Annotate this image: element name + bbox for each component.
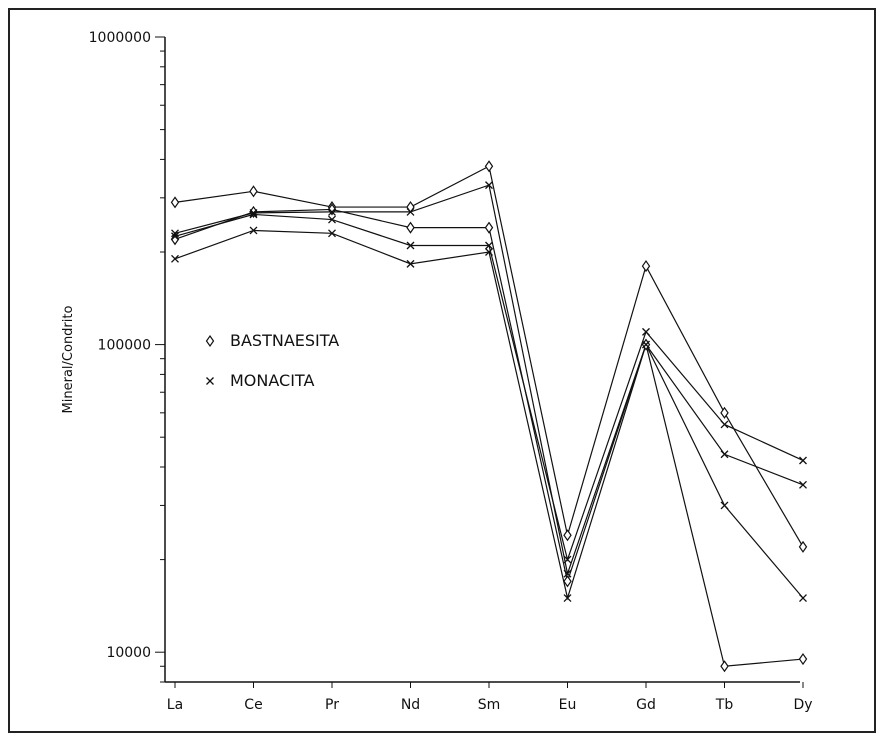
legend-x-icon [206, 377, 214, 385]
legend-label: BASTNAESITA [230, 331, 339, 350]
series-line-3 [174, 229, 804, 601]
x-tick-label: Tb [715, 697, 734, 713]
x-point [171, 254, 179, 263]
x-point [406, 207, 415, 216]
x-point [249, 210, 258, 219]
diamond-point [484, 221, 494, 234]
x-point [485, 241, 493, 250]
chart-svg: 10000 100000 1000000 La Ce Pr Nd Sm Eu Gd Tb Dy BA… [61, 30, 813, 713]
x-tick-label: Eu [559, 697, 577, 713]
x-point [406, 241, 415, 250]
y-ticks: 10000 100000 1000000 [89, 30, 165, 683]
diamond-point [170, 233, 180, 246]
x-point [563, 555, 572, 564]
series-markers [170, 160, 808, 673]
diamond-point [798, 652, 808, 666]
diamond-point [249, 185, 258, 198]
diamond-point [406, 221, 415, 234]
diamond-point [484, 160, 494, 173]
x-point [563, 569, 572, 578]
axes [164, 37, 800, 683]
x-point [249, 226, 258, 235]
x-point [485, 181, 493, 190]
x-point [799, 480, 807, 489]
x-tick-label: Sm [478, 697, 501, 713]
x-point [406, 259, 415, 268]
x-point [485, 248, 493, 256]
diamond-point [720, 660, 729, 673]
diamond-point [563, 529, 572, 542]
x-point [171, 232, 179, 241]
x-point [720, 450, 729, 459]
x-point [249, 208, 258, 217]
x-tick-label: Ce [244, 697, 262, 713]
legend-label: MONACITA [230, 371, 314, 390]
legend-diamond-icon [205, 334, 215, 348]
x-ticks: La Ce Pr Nd Sm Eu Gd Tb Dy [167, 682, 813, 713]
diamond-point [170, 196, 180, 209]
x-tick-label: Dy [793, 697, 812, 713]
diamond-point [327, 203, 337, 216]
y-tick-label: 1000000 [89, 30, 151, 46]
x-point [799, 594, 807, 602]
diamond-point [798, 540, 808, 553]
x-point [171, 229, 179, 238]
x-point [799, 456, 807, 465]
diamond-point [641, 260, 651, 273]
x-point [328, 229, 336, 238]
x-point [328, 207, 336, 216]
chart-frame: 10000 100000 1000000 La Ce Pr Nd Sm Eu Gd Tb Dy BA… [8, 8, 876, 733]
diamond-point [563, 575, 572, 588]
x-point [642, 340, 650, 349]
series-lines [174, 165, 804, 667]
x-tick-label: Pr [325, 697, 339, 713]
x-tick-label: Nd [401, 697, 420, 713]
x-tick-label: Gd [636, 697, 656, 713]
x-point [720, 420, 729, 429]
diamond-point [720, 406, 729, 419]
x-point [642, 327, 650, 336]
y-tick-label: 10000 [106, 645, 151, 661]
x-tick-label: La [167, 697, 183, 713]
y-tick-label: 100000 [98, 338, 151, 354]
y-axis-label: Mineral/Condrito [61, 306, 76, 414]
x-point [328, 215, 336, 224]
x-point [720, 501, 729, 510]
legend: BASTNAESITA MONACITA [205, 331, 339, 390]
series-line-1 [174, 208, 804, 667]
x-point [563, 594, 572, 602]
